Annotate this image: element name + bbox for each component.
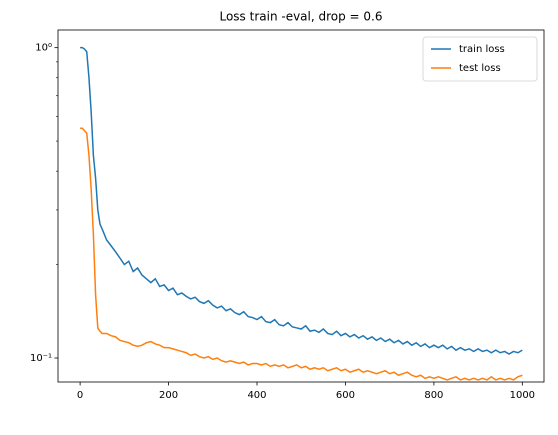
line-series (80, 46, 523, 355)
legend-label: train loss (459, 44, 505, 55)
axes-frame (57, 29, 545, 383)
x-tick-label: 800 (424, 390, 443, 401)
x-tick-label: 200 (159, 390, 178, 401)
x-tick-label: 1000 (510, 390, 535, 401)
plot-area (80, 46, 523, 381)
chart-title: Loss train -eval, drop = 0.6 (219, 10, 382, 24)
x-tick-label: 0 (77, 390, 83, 401)
legend-box (422, 36, 538, 82)
x-tick-label: 400 (247, 390, 266, 401)
x-tick-label: 600 (336, 390, 355, 401)
y-tick-label: 10⁰ (35, 43, 52, 54)
y-tick-label: 10⁻¹ (30, 353, 52, 364)
line-series (80, 127, 523, 381)
legend-label: test loss (459, 63, 501, 74)
